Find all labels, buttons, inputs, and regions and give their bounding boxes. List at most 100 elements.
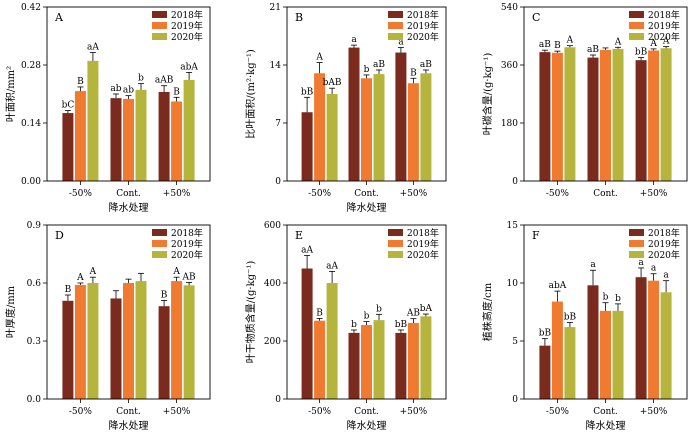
significance-label: bB — [301, 87, 314, 97]
significance-label: aB — [420, 60, 432, 70]
significance-label: B — [173, 87, 180, 97]
bar — [348, 332, 360, 399]
significance-label: A — [649, 39, 657, 49]
significance-label: a — [351, 35, 357, 45]
significance-label: aA — [326, 261, 338, 271]
bar — [600, 310, 611, 399]
significance-label: A — [662, 37, 670, 47]
significance-label: ab — [110, 84, 121, 94]
panel-label: B — [295, 11, 303, 24]
y-tick-label: 200 — [264, 337, 281, 347]
significance-label: bAB — [323, 78, 342, 88]
x-tick-label: -50% — [546, 189, 569, 199]
legend-label: 2018年 — [407, 9, 439, 21]
significance-label: abA — [549, 281, 567, 291]
legend-swatch — [388, 33, 403, 40]
significance-label: aA — [301, 245, 313, 255]
y-tick-label: 0 — [512, 177, 518, 187]
x-tick-label: +50% — [400, 407, 428, 417]
y-tick-label: 0.42 — [21, 3, 41, 13]
x-tick-label: Cont. — [116, 189, 141, 199]
y-axis-title: 叶面积/mm² — [5, 66, 17, 122]
bar — [635, 277, 647, 399]
panel-label: E — [295, 229, 303, 242]
bar — [158, 306, 170, 399]
legend-swatch — [152, 229, 167, 236]
panel-label: A — [54, 11, 64, 24]
significance-label: aAB — [155, 76, 174, 86]
bar — [74, 91, 86, 181]
bar — [62, 300, 74, 399]
y-tick-label: 400 — [264, 279, 281, 289]
y-tick-label: 0.00 — [21, 177, 41, 187]
panel-e: aA b bB B b AB aA b bA 0 200 400 600 -50% Cont. +50% 降水处… — [244, 221, 447, 432]
significance-label: B — [554, 41, 561, 51]
significance-label: b — [615, 294, 621, 304]
x-tick-label: +50% — [163, 407, 191, 417]
significance-label: b — [138, 74, 144, 84]
x-tick-label: -50% — [69, 407, 92, 417]
x-tick-label: Cont. — [593, 407, 618, 417]
bar — [326, 283, 338, 399]
significance-label: A — [76, 273, 84, 283]
bar — [551, 301, 563, 399]
legend-swatch — [629, 229, 644, 236]
y-tick-label: 180 — [501, 119, 518, 129]
bar — [600, 49, 611, 181]
significance-label: B — [161, 290, 168, 300]
legend-label: 2018年 — [171, 9, 203, 21]
significance-label: A — [172, 267, 180, 277]
x-tick-label: Cont. — [116, 407, 141, 417]
legend-label: 2019年 — [171, 20, 203, 32]
x-axis-title: 降水处理 — [347, 419, 387, 432]
significance-label: aA — [87, 43, 99, 53]
bar — [171, 281, 183, 399]
bar — [395, 52, 407, 182]
bar — [420, 73, 432, 181]
legend-swatch — [388, 251, 403, 258]
legend-label: 2020年 — [648, 249, 680, 261]
y-axis-title: 叶厚度/mm — [4, 285, 17, 338]
x-tick-label: -50% — [69, 189, 92, 199]
bar — [87, 60, 99, 181]
y-tick-label: 0 — [512, 395, 518, 405]
legend-label: 2018年 — [171, 227, 203, 239]
bar — [612, 48, 624, 182]
bar — [62, 113, 74, 181]
significance-label: aB — [373, 60, 385, 70]
legend-label: 2019年 — [648, 20, 680, 32]
x-tick-label: +50% — [640, 189, 668, 199]
x-tick-label: -50% — [546, 407, 569, 417]
y-tick-label: 15 — [507, 221, 519, 231]
legend-swatch — [629, 240, 644, 247]
y-tick-label: 0.28 — [21, 61, 41, 71]
panel-label: C — [532, 11, 540, 24]
bar — [587, 57, 599, 181]
x-axis-title: 降水处理 — [347, 201, 387, 214]
significance-label: b — [351, 320, 357, 330]
legend-swatch — [629, 251, 644, 258]
significance-label: AB — [182, 272, 196, 282]
legend-label: 2020年 — [407, 249, 439, 261]
significance-label: abA — [180, 62, 198, 72]
legend-label: 2019年 — [648, 238, 680, 250]
y-tick-label: 0.3 — [27, 337, 42, 347]
legend-swatch — [629, 33, 644, 40]
legend-swatch — [388, 229, 403, 236]
y-tick-label: 5 — [512, 337, 518, 347]
x-axis-title: 降水处理 — [109, 201, 149, 214]
significance-label: b — [364, 65, 370, 75]
bar — [171, 101, 183, 181]
significance-label: A — [566, 36, 574, 46]
x-tick-label: -50% — [308, 189, 331, 199]
bar — [635, 60, 647, 181]
y-tick-label: 0.14 — [21, 119, 41, 129]
x-tick-label: Cont. — [593, 189, 618, 199]
y-tick-label: 0.0 — [27, 395, 42, 405]
bar — [660, 292, 672, 399]
y-axis-title: 叶碳含量/(g·kg⁻¹) — [481, 53, 494, 136]
